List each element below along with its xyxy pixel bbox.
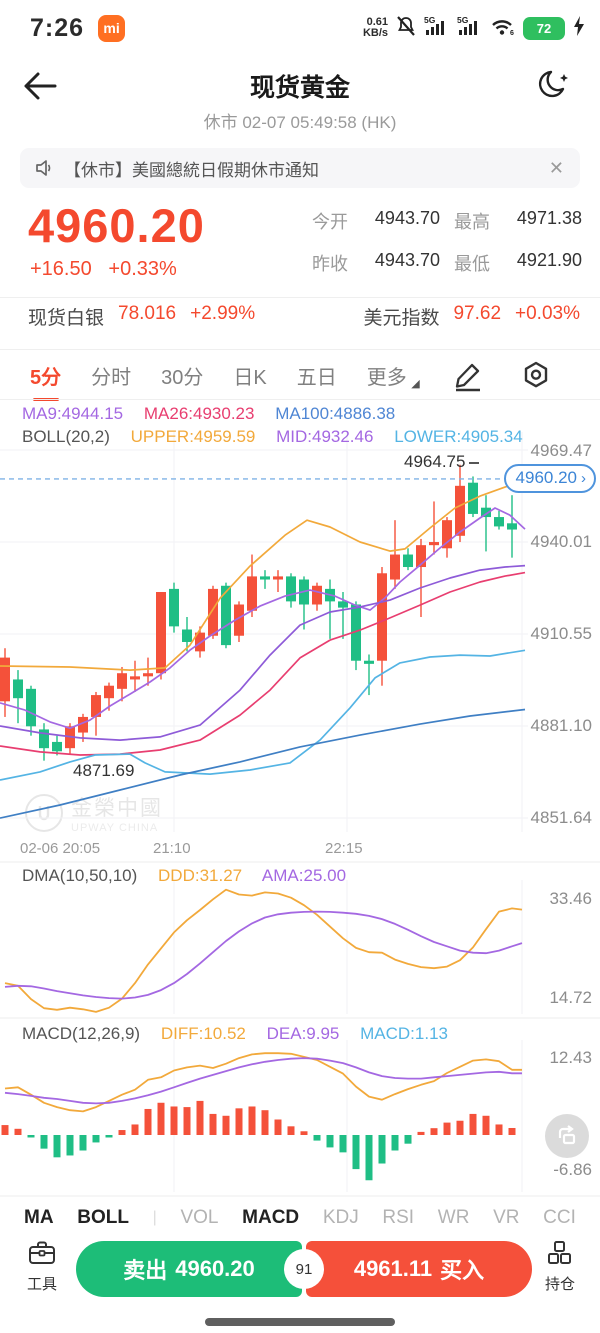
session-high-label: 4964.75: [404, 452, 466, 471]
watermark: 金榮中國 UPWAY CHINA: [25, 792, 163, 834]
notice-text: 【休市】美國總統日假期休市通知: [64, 160, 319, 180]
dma-y-label: 33.46: [549, 889, 592, 908]
dma-y-label: 14.72: [549, 988, 592, 1007]
page-title: 现货黄金: [249, 74, 350, 102]
indicator-tab-kdj[interactable]: KDJ: [322, 1207, 359, 1228]
close-icon[interactable]: ✕: [548, 157, 564, 178]
tab-30min[interactable]: 30分: [161, 367, 204, 389]
sell-button[interactable]: 卖出 4960.20: [76, 1241, 302, 1297]
tab-more[interactable]: 更多 ◢: [366, 367, 420, 390]
buy-button[interactable]: 4961.11 买入: [306, 1241, 532, 1297]
y-axis-label: 4851.64: [530, 808, 592, 827]
signal-5g-icon-1: 5G: [424, 15, 450, 42]
usd-index-quote[interactable]: 美元指数 97.62 +0.03%: [363, 303, 580, 329]
x-axis-label: 02-06 20:05: [20, 840, 101, 857]
night-mode-button[interactable]: [536, 68, 576, 108]
indicator-tab-cci[interactable]: CCI: [543, 1207, 576, 1228]
status-bar: 7:26 mi 0.61 KB/s 5G 5G 6 72: [0, 0, 600, 56]
ohlc-stats: 今开 4943.70 最高 4971.38 昨收 4943.70 最低 4921.90: [312, 208, 582, 274]
network-speed: 0.61 KB/s: [362, 16, 388, 39]
svg-text:6: 6: [510, 30, 514, 37]
indicator-tab-wr[interactable]: WR: [437, 1207, 470, 1228]
signal-5g-icon-2: 5G: [457, 15, 483, 42]
x-axis-label: 22:15: [325, 840, 363, 857]
tab-5day[interactable]: 五日: [296, 367, 337, 389]
mi-logo-icon: mi: [98, 14, 126, 42]
quote-panel: 4960.20 +16.50 +0.33% 今开 4943.70 最高 4971.3…: [0, 196, 600, 296]
spread-badge: 91: [288, 1253, 320, 1285]
tab-timeline[interactable]: 分时: [91, 367, 132, 389]
current-price-tag[interactable]: 4960.20 ›: [503, 464, 596, 493]
caret-down-icon: ◢: [411, 378, 420, 390]
divider: [0, 297, 600, 298]
clock: 7:26: [30, 13, 85, 42]
macd-legend: MACD(12,26,9) DIFF:10.52 DEA:9.95 MACD:1…: [22, 1024, 448, 1043]
indicator-tab-ma[interactable]: MA: [24, 1207, 54, 1228]
header: 现货黄金 休市 02-07 05:49:58 (HK): [0, 56, 600, 146]
svg-text:5G: 5G: [457, 15, 469, 25]
dma-legend: DMA(10,50,10) DDD:31.27 AMA:25.00: [22, 866, 347, 885]
y-axis-label: 4881.10: [530, 716, 592, 735]
indicator-tab-macd[interactable]: MACD: [242, 1207, 300, 1228]
draw-tool-button[interactable]: [451, 359, 485, 393]
indicator-tab-vr[interactable]: VR: [493, 1207, 520, 1228]
divider: [0, 349, 600, 350]
silver-quote[interactable]: 现货白银 78.016 +2.99%: [28, 303, 256, 329]
macd-y-label: -6.86: [553, 1160, 592, 1179]
positions-button[interactable]: 持仓: [532, 1240, 588, 1294]
svg-text:5G: 5G: [424, 15, 436, 25]
macd-y-label: 12.43: [549, 1048, 592, 1067]
indicator-tab-boll[interactable]: BOLL: [77, 1207, 129, 1228]
high-label-connector: [469, 462, 479, 464]
last-price: 4960.20: [28, 199, 205, 252]
divider: [0, 399, 600, 400]
battery-indicator: 72: [523, 16, 565, 40]
wifi-6-icon: 6: [490, 15, 516, 42]
home-indicator[interactable]: [205, 1318, 395, 1326]
chart-settings-button[interactable]: [519, 359, 553, 393]
rotate-landscape-button[interactable]: [545, 1114, 589, 1158]
tools-button[interactable]: 工具: [14, 1240, 70, 1294]
speaker-icon: [34, 158, 54, 178]
back-button[interactable]: [22, 70, 66, 110]
tab-5min[interactable]: 5分: [30, 361, 61, 390]
chevron-right-icon: ›: [581, 469, 586, 487]
tab-divider: |: [152, 1209, 157, 1226]
y-axis-label: 4910.55: [530, 624, 592, 643]
tab-daily[interactable]: 日K: [233, 367, 267, 389]
trade-action-bar: 工具 卖出 4960.20 4961.11 买入 91 持仓: [0, 1240, 600, 1302]
notice-banner[interactable]: 【休市】美國總統日假期休市通知 ✕: [20, 148, 580, 188]
indicator-tab-rsi[interactable]: RSI: [382, 1207, 415, 1228]
indicator-tab-vol[interactable]: VOL: [180, 1207, 219, 1228]
y-axis-label: 4940.01: [530, 532, 592, 551]
y-axis-label: 4969.47: [530, 441, 592, 460]
ma-legend: MA9:4944.15 MA26:4930.23 MA100:4886.38: [22, 404, 396, 423]
indicator-tab-bar: MA BOLL | VOL MACD KDJ RSI WR VR CCI: [0, 1200, 600, 1236]
watermark-logo: [25, 794, 63, 832]
boll-legend: BOLL(20,2) UPPER:4959.59 MID:4932.46 LOW…: [22, 427, 523, 446]
related-instruments: 现货白银 78.016 +2.99% 美元指数 97.62 +0.03%: [0, 303, 600, 345]
mute-bell-icon: [395, 15, 417, 42]
session-low-label: 4871.69: [73, 761, 135, 780]
period-tab-bar: 5分 分时 30分 日K 五日 更多 ◢: [0, 352, 600, 399]
charging-bolt-icon: [572, 15, 586, 42]
price-change: +16.50 +0.33%: [30, 258, 177, 280]
x-axis-label: 21:10: [153, 840, 191, 857]
market-status-time: 休市 02-07 05:49:58 (HK): [203, 113, 397, 132]
